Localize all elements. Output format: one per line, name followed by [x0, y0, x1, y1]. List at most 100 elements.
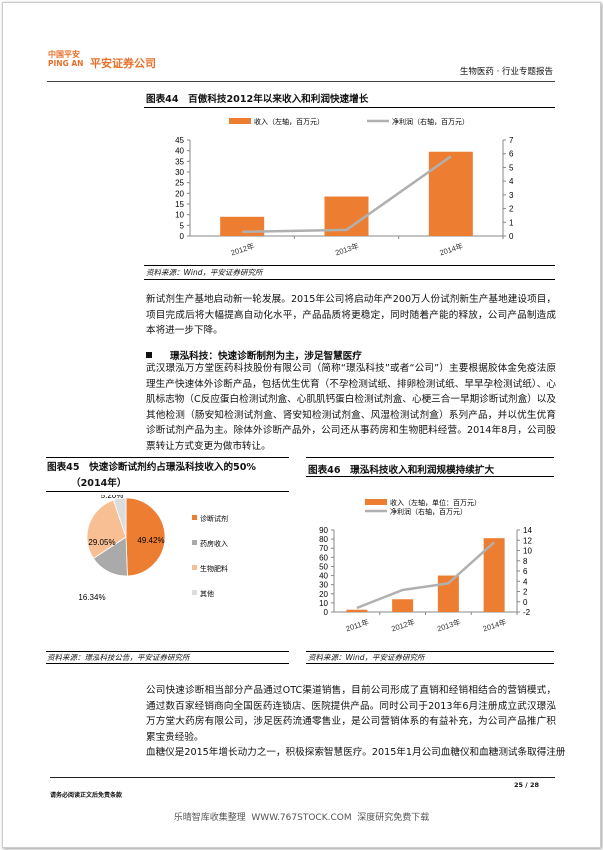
section-heading: 璟泓科技：快速诊断制剂为主，涉足智慧医疗	[146, 348, 362, 362]
x-tick-label: 2014年	[481, 616, 508, 633]
fig45-title-line1: 图表45 快速诊断试剂约占璟泓科技收入的50%	[47, 462, 257, 473]
logo-line2: PING AN	[48, 59, 84, 68]
y-left-tick-label: 30	[175, 168, 184, 177]
disclaimer: 请务必阅读正文后免责条款	[50, 792, 123, 799]
y-right-tick-label: 7	[509, 136, 514, 145]
header-rule	[47, 81, 555, 82]
fig45-title-line2: （2014年）	[71, 478, 127, 489]
legend-swatch	[192, 590, 197, 595]
fig45-chart: 49.42% 诊断试剂 16.34% 药房收入 29.05% 生物肥料 5.20% 其他	[78, 495, 228, 602]
rule	[46, 457, 289, 458]
legend-swatch	[192, 515, 197, 520]
bar	[346, 609, 368, 612]
y-left-tick-label: 60	[319, 553, 328, 562]
legend-swatch	[192, 565, 197, 570]
section-label: 生物医药 · 行业专题报告	[459, 67, 553, 77]
fig44-title: 图表44 百傲科技2012年以来收入和利润快速增长	[146, 94, 369, 105]
y-right-tick-label: 12	[523, 536, 532, 545]
y-left-tick-label: 35	[175, 157, 184, 166]
y-left-tick-label: 20	[175, 189, 184, 198]
legend-swatch-bar	[365, 499, 387, 505]
y-right-tick-label: 2	[509, 205, 514, 214]
pie-value-label: 49.42%	[137, 536, 164, 545]
legend-label: 生物肥料	[200, 564, 228, 573]
x-tick-label: 2013年	[334, 240, 361, 257]
legend-label: 净利润（右轴，百万元）	[390, 507, 467, 516]
x-tick-label: 2012年	[390, 616, 417, 633]
rule	[144, 107, 555, 108]
y-left-tick-label: 0	[180, 232, 185, 241]
y-right-tick-label: 1	[509, 218, 514, 227]
y-left-tick-label: 90	[319, 526, 328, 535]
y-right-tick-label: 0	[523, 598, 528, 607]
bar	[220, 216, 265, 236]
paragraph: 公司快速诊断相当部分产品通过OTC渠道销售，目前公司形成了直销和经销相结合的营销…	[146, 685, 556, 743]
bullet-icon	[146, 352, 152, 358]
rule	[144, 279, 555, 280]
profit-line	[356, 541, 495, 610]
x-tick-label: 2011年	[344, 616, 370, 633]
legend-swatch-bar	[229, 118, 251, 124]
logo: 中国平安 PING AN	[48, 50, 83, 68]
y-right-tick-label: 6	[523, 567, 528, 576]
legend-label: 药房收入	[200, 539, 228, 548]
watermark: 乐晴智库收集整理 WWW.767STOCK.COM 深度研究免费下载	[173, 813, 430, 823]
y-right-tick-label: 4	[523, 577, 528, 586]
bar	[483, 538, 505, 612]
legend-swatch	[192, 540, 197, 545]
y-left-tick-label: 30	[319, 581, 328, 590]
y-right-tick-label: 0	[509, 232, 514, 241]
y-right-tick-label: 8	[523, 557, 528, 566]
y-left-tick-label: 0	[324, 608, 329, 617]
bar	[428, 151, 473, 236]
y-right-tick-label: -2	[523, 608, 531, 617]
y-left-tick-label: 10	[319, 599, 328, 608]
fig46-title: 图表46 璟泓科技收入和利润规模持续扩大	[308, 465, 495, 476]
y-right-tick-label: 14	[523, 526, 532, 535]
legend-label: 诊断试剂	[200, 514, 228, 523]
pie-slice	[112, 497, 127, 538]
bar	[392, 599, 414, 612]
y-right-tick-label: 10	[523, 547, 532, 556]
pie-value-label: 29.05%	[88, 538, 115, 547]
rule	[46, 663, 289, 664]
rule	[306, 476, 554, 477]
rule	[46, 651, 289, 652]
y-left-tick-label: 25	[175, 179, 184, 188]
rule	[306, 663, 554, 664]
y-left-tick-label: 80	[319, 535, 328, 544]
y-right-tick-label: 5	[509, 163, 514, 172]
y-right-tick-label: 2	[523, 588, 528, 597]
y-right-tick-label: 6	[509, 150, 514, 159]
fig45-source: 资料来源：璟泓科技公告，平安证券研究所	[47, 653, 190, 662]
x-tick-label: 2012年	[229, 240, 256, 257]
x-tick-label: 2013年	[436, 616, 463, 633]
paragraph: 血糖仪是2015年增长动力之一，积极探索智慧医疗。2015年1月公司血糖仪和血糖…	[146, 747, 566, 758]
fig45-title: 图表45 快速诊断试剂约占璟泓科技收入的50% （2014年）	[47, 460, 256, 492]
pie-value-label: 5.20%	[101, 495, 124, 500]
y-left-tick-label: 5	[180, 221, 185, 230]
fig46-source: 资料来源：Wind，平安证券研究所	[308, 653, 425, 662]
y-right-tick-label: 3	[509, 191, 514, 200]
pie-value-label: 16.34%	[78, 593, 105, 602]
page-number: 25 / 28	[514, 781, 539, 789]
legend-label: 收入（左轴，百万元）	[254, 117, 324, 126]
y-left-tick-label: 40	[175, 147, 184, 156]
y-left-tick-label: 10	[175, 211, 184, 220]
y-left-tick-label: 20	[319, 590, 328, 599]
y-left-tick-label: 40	[319, 572, 328, 581]
rule	[144, 265, 555, 266]
rule	[306, 651, 554, 652]
rule	[306, 457, 554, 458]
rule	[46, 491, 289, 492]
footer-rule	[50, 777, 555, 778]
pie-slice	[86, 499, 127, 559]
profit-line	[242, 155, 452, 234]
legend-label: 收入（左轴，单位：百万元）	[390, 498, 481, 507]
bar	[437, 575, 459, 612]
y-left-tick-label: 15	[175, 200, 184, 209]
section-heading-text: 璟泓科技：快速诊断制剂为主，涉足智慧医疗	[170, 351, 362, 362]
